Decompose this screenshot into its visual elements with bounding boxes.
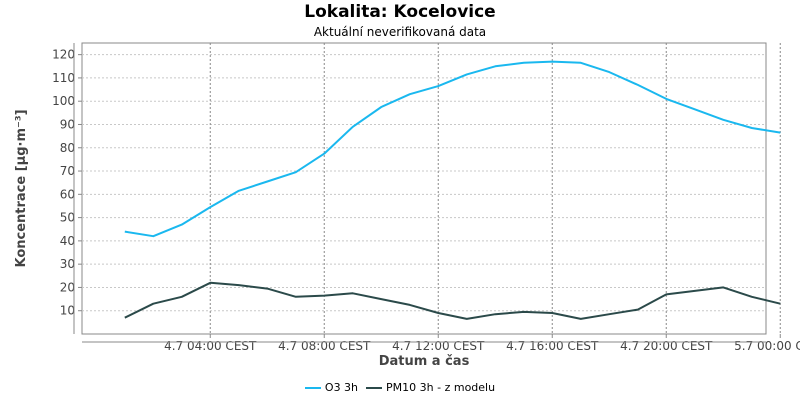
y-tick-label: 20 [60, 280, 75, 294]
x-tick-label: 4.7 12:00 CEST [392, 339, 485, 353]
legend-swatch-o3 [304, 386, 321, 389]
chart-title: Lokalita: Kocelovice [304, 2, 496, 22]
y-tick-label: 30 [60, 257, 75, 271]
legend: O3 3h PM10 3h - z modelu [0, 381, 800, 394]
legend-item-o3: O3 3h [304, 381, 359, 394]
y-tick-label: 70 [60, 164, 75, 178]
y-tick-label: 40 [60, 234, 75, 248]
x-tick-label: 5.7 00:00 CEST [734, 339, 800, 353]
x-tick-label: 4.7 20:00 CEST [620, 339, 713, 353]
legend-label-pm10: PM10 3h - z modelu [386, 381, 496, 394]
y-tick-label: 80 [60, 141, 75, 155]
x-axis-label: Datum a čas [379, 354, 470, 369]
y-tick-label: 10 [60, 304, 75, 318]
series-line-pm10 [124, 281, 781, 320]
y-tick-label: 120 [52, 48, 75, 62]
legend-swatch-pm10 [366, 386, 383, 389]
y-tick-label: 60 [60, 187, 75, 201]
y-axis-label: Koncentrace [µg·m⁻³] [14, 109, 29, 267]
y-tick-label: 90 [60, 117, 75, 131]
x-tick-label: 4.7 16:00 CEST [506, 339, 599, 353]
chart-subtitle: Aktuální neverifikovaná data [313, 25, 487, 39]
x-tick-label: 4.7 08:00 CEST [278, 339, 371, 353]
series-line-o3 [124, 60, 781, 238]
y-tick-label: 50 [60, 211, 75, 225]
x-tick-label: 4.7 04:00 CEST [164, 339, 257, 353]
y-tick-label: 110 [52, 71, 75, 85]
legend-item-pm10: PM10 3h - z modelu [366, 381, 495, 394]
legend-label-o3: O3 3h [324, 381, 359, 394]
y-tick-label: 100 [52, 94, 75, 108]
plot-area [81, 42, 767, 335]
